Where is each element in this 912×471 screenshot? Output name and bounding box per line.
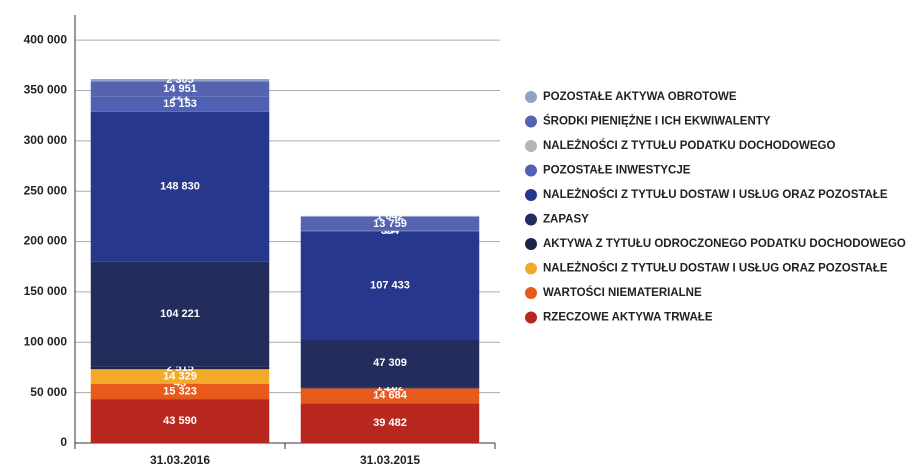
bar-segment: [90, 79, 270, 82]
value-label: 39 482: [373, 417, 407, 429]
y-tick-label: 200 000: [24, 234, 68, 248]
value-label: 148 830: [160, 181, 200, 193]
value-label: 15 153: [163, 98, 197, 110]
legend-label: RZECZOWE AKTYWA TRWAŁE: [543, 312, 713, 324]
legend-label: NALEŻNOŚCI Z TYTUŁU PODATKU DOCHODOWEGO: [543, 139, 835, 152]
bar-segment: [90, 383, 270, 400]
bar-segment: [300, 403, 480, 443]
legend-marker: [525, 115, 537, 128]
bar-segment: [90, 369, 270, 384]
legend-label: NALEŻNOŚCI Z TYTUŁU DOSTAW I USŁUG ORAZ …: [543, 262, 888, 275]
legend-label: WARTOŚCI NIEMATERIALNE: [543, 286, 702, 299]
bar-segment: [300, 231, 480, 340]
legend-marker: [525, 262, 537, 275]
legend-marker: [525, 238, 537, 250]
legend-marker: [525, 91, 537, 103]
bar-segment: [300, 387, 480, 389]
bar-segment: [90, 111, 270, 262]
legend-label: ŚRODKI PIENIĘŻNE I ICH EKWIWALENTY: [543, 115, 771, 128]
bar-segment: [90, 399, 270, 443]
bar-segment: [300, 216, 480, 231]
legend-marker: [525, 189, 537, 201]
value-label: 14 951: [163, 83, 197, 95]
value-label: 15 323: [163, 385, 197, 397]
bar-segment: [90, 261, 270, 367]
value-label: 14 684: [373, 390, 408, 402]
bar-segment: [300, 388, 480, 404]
bar-segment: [90, 81, 270, 97]
legend-marker: [525, 311, 537, 324]
y-tick-label: 0: [60, 435, 67, 449]
y-tick-label: 250 000: [24, 183, 68, 197]
y-tick-label: 350 000: [24, 83, 68, 97]
legend-label: NALEŻNOŚCI Z TYTUŁU DOSTAW I USŁUG ORAZ …: [543, 188, 888, 201]
value-label: 47 309: [373, 357, 407, 369]
value-label: 1 042: [376, 210, 404, 222]
bar-segment: [90, 366, 270, 370]
x-tick-label: 31.03.2016: [150, 453, 210, 467]
bar-segment: [300, 215, 480, 217]
legend-label: ZAPASY: [543, 214, 589, 226]
y-tick-label: 100 000: [24, 334, 68, 348]
bar-segment: [300, 339, 480, 388]
legend-marker: [525, 140, 537, 152]
legend-marker: [525, 287, 537, 299]
value-label: 107 433: [370, 279, 410, 291]
value-label: 43 590: [163, 415, 197, 427]
value-label: 104 221: [160, 308, 200, 320]
legend-label: POZOSTAŁE INWESTYCJE: [543, 165, 691, 177]
legend-marker: [525, 164, 537, 177]
x-tick-label: 31.03.2015: [360, 453, 420, 467]
y-tick-label: 150 000: [24, 284, 68, 298]
legend-label: POZOSTAŁE AKTYWA OBROTOWE: [543, 91, 737, 103]
y-tick-label: 400 000: [24, 32, 68, 46]
value-label: 2 305: [166, 74, 194, 86]
bar-segment: [90, 96, 270, 112]
legend-marker: [525, 213, 537, 226]
value-label: 14 329: [163, 370, 197, 382]
legend-label: AKTYWA Z TYTUŁU ODROCZONEGO PODATKU DOCH…: [543, 238, 906, 250]
y-tick-label: 300 000: [24, 133, 68, 147]
y-tick-label: 50 000: [30, 385, 67, 399]
value-label: 13 759: [373, 218, 407, 230]
